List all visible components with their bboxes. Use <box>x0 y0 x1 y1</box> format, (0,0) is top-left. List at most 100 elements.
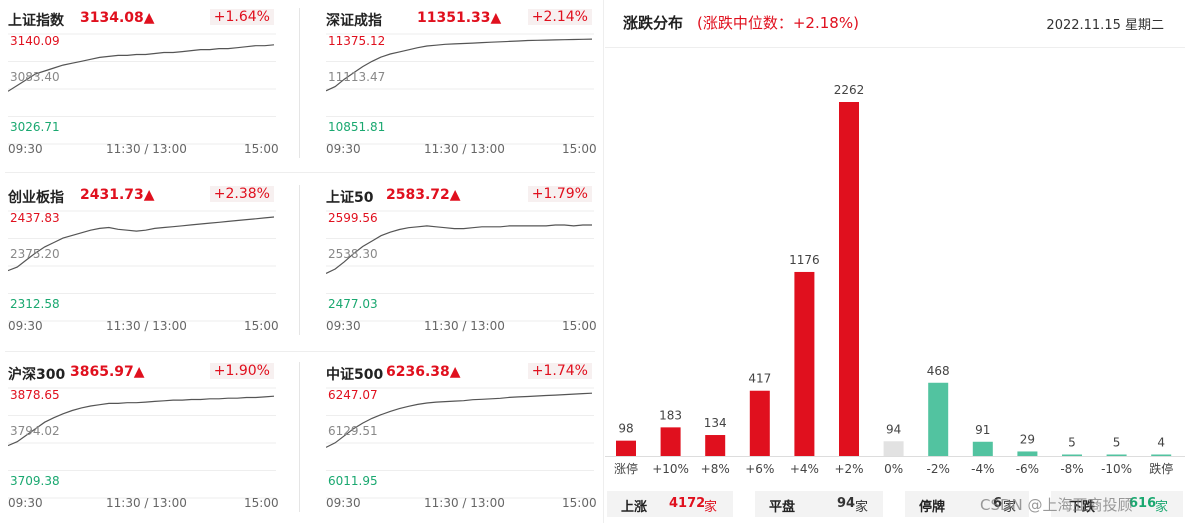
x-label-start: 09:30 <box>326 319 361 333</box>
index-change: +1.79% <box>527 186 592 202</box>
footer-up: 上涨 4172 家 <box>607 491 733 517</box>
footer-up-label: 上涨 <box>621 500 648 515</box>
bar-8 <box>972 441 993 456</box>
bar-value-label: 5 <box>1113 436 1121 450</box>
index-name: 上证指数 <box>8 13 64 29</box>
y-low-label: 6011.95 <box>328 474 378 488</box>
bar-1 <box>660 427 681 456</box>
bar-category-label: -10% <box>1101 462 1132 476</box>
footer-flat-label: 平盘 <box>769 500 796 515</box>
index-line-chart <box>8 210 276 322</box>
y-high-label: 11375.12 <box>328 34 386 48</box>
bar-2 <box>705 435 726 456</box>
index-line <box>326 38 593 92</box>
bar-4 <box>794 271 815 456</box>
bar-value-label: 2262 <box>834 83 865 97</box>
bar-12 <box>1151 454 1172 456</box>
x-label-start: 09:30 <box>8 496 43 510</box>
footer-suspended: 停牌 6 家 <box>905 491 1029 517</box>
bar-value-label: 417 <box>748 372 771 386</box>
y-mid-label: 2375.20 <box>10 247 60 261</box>
x-label-end: 15:00 <box>562 496 597 510</box>
index-name: 沪深300 <box>8 367 66 383</box>
y-mid-label: 11113.47 <box>328 70 386 84</box>
index-name: 上证50 <box>326 190 374 206</box>
y-mid-label: 6129.51 <box>328 424 378 438</box>
bar-category-label: 涨停 <box>614 461 638 476</box>
y-low-label: 3709.38 <box>10 474 60 488</box>
index-line <box>8 216 275 272</box>
index-line <box>8 395 275 447</box>
index-value: 11351.33▲ <box>417 10 502 26</box>
index-name: 创业板指 <box>8 190 64 206</box>
bar-category-label: +8% <box>701 462 730 476</box>
index-value: 6236.38▲ <box>386 364 461 380</box>
index-change: +1.90% <box>209 363 274 379</box>
bar-value-label: 29 <box>1020 432 1035 446</box>
x-label-start: 09:30 <box>8 142 43 156</box>
bar-category-label: 0% <box>884 462 903 476</box>
index-value: 2583.72▲ <box>386 187 461 203</box>
x-label-mid: 11:30 / 13:00 <box>106 496 187 510</box>
bar-category-label: +2% <box>834 462 863 476</box>
bar-value-label: 94 <box>886 422 901 436</box>
index-value: 3865.97▲ <box>70 364 145 380</box>
y-low-label: 10851.81 <box>328 120 386 134</box>
watermark: CSDN @上海亚商投顾 <box>980 496 1133 514</box>
x-label-start: 09:30 <box>326 142 361 156</box>
x-label-end: 15:00 <box>244 142 279 156</box>
footer-flat-unit: 家 <box>855 500 869 515</box>
y-low-label: 2477.03 <box>328 297 378 311</box>
index-name: 中证500 <box>326 367 384 383</box>
index-change: +2.38% <box>209 186 274 202</box>
x-label-end: 15:00 <box>562 142 597 156</box>
bar-value-label: 91 <box>975 423 990 437</box>
bar-value-label: 183 <box>659 408 682 422</box>
bar-value-label: 134 <box>704 416 727 430</box>
index-panel-sz50[interactable]: 上证50 2583.72▲ +1.79% 2599.56 2538.30 2477.03 0… <box>326 185 616 355</box>
index-value: 2431.73▲ <box>80 187 155 203</box>
bar-9 <box>1017 451 1038 456</box>
bar-category-label: -8% <box>1060 462 1083 476</box>
footer-suspended-unit: 家 <box>1003 500 1017 515</box>
x-label-mid: 11:30 / 13:00 <box>424 142 505 156</box>
index-change: +1.74% <box>527 363 592 379</box>
index-line <box>8 44 275 92</box>
bar-value-label: 5 <box>1068 436 1076 450</box>
bar-category-label: +6% <box>745 462 774 476</box>
index-panel-sh[interactable]: 上证指数 3134.08▲ +1.64% 3140.09 3083.40 3026.71 0… <box>8 8 298 178</box>
index-change: +1.64% <box>209 9 274 25</box>
footer-down-label: 下跌 <box>1069 500 1096 515</box>
bar-category-label: -4% <box>971 462 994 476</box>
index-line <box>326 224 592 274</box>
bar-value-label: 468 <box>927 364 950 378</box>
footer-suspended-label: 停牌 <box>919 500 946 515</box>
bar-category-label: -6% <box>1016 462 1039 476</box>
y-mid-label: 3083.40 <box>10 70 60 84</box>
x-label-mid: 11:30 / 13:00 <box>106 319 187 333</box>
index-panel-sz[interactable]: 深证成指 11351.33▲ +2.14% 11375.12 11113.47 10851… <box>326 8 616 178</box>
x-label-mid: 11:30 / 13:00 <box>106 142 187 156</box>
x-label-mid: 11:30 / 13:00 <box>424 319 505 333</box>
bar-value-label: 1176 <box>789 253 820 267</box>
index-panel-hs300[interactable]: 沪深300 3865.97▲ +1.90% 3878.65 3794.02 3709.38… <box>8 362 298 532</box>
bar-category-label: +4% <box>790 462 819 476</box>
distribution-title: 涨跌分布 <box>623 14 684 32</box>
index-line-chart <box>8 33 276 145</box>
footer-flat: 平盘 94 家 <box>755 491 883 517</box>
bar-6 <box>883 441 904 456</box>
y-high-label: 3140.09 <box>10 34 60 48</box>
distribution-date: 2022.11.15 星期二 <box>1046 18 1164 33</box>
index-line-chart <box>326 387 594 499</box>
index-panel-cyb[interactable]: 创业板指 2431.73▲ +2.38% 2437.83 2375.20 2312.58 0… <box>8 185 298 355</box>
index-line <box>326 392 593 448</box>
bar-category-label: -2% <box>927 462 950 476</box>
footer-flat-value: 94 <box>837 496 856 511</box>
y-low-label: 2312.58 <box>10 297 60 311</box>
bar-category-label: 跌停 <box>1149 461 1173 476</box>
y-high-label: 2599.56 <box>328 211 378 225</box>
index-line-chart <box>326 33 594 145</box>
bar-value-label: 4 <box>1157 436 1165 450</box>
index-panel-zz500[interactable]: 中证500 6236.38▲ +1.74% 6247.07 6129.51 6011.95… <box>326 362 616 532</box>
index-line-chart <box>8 387 276 499</box>
